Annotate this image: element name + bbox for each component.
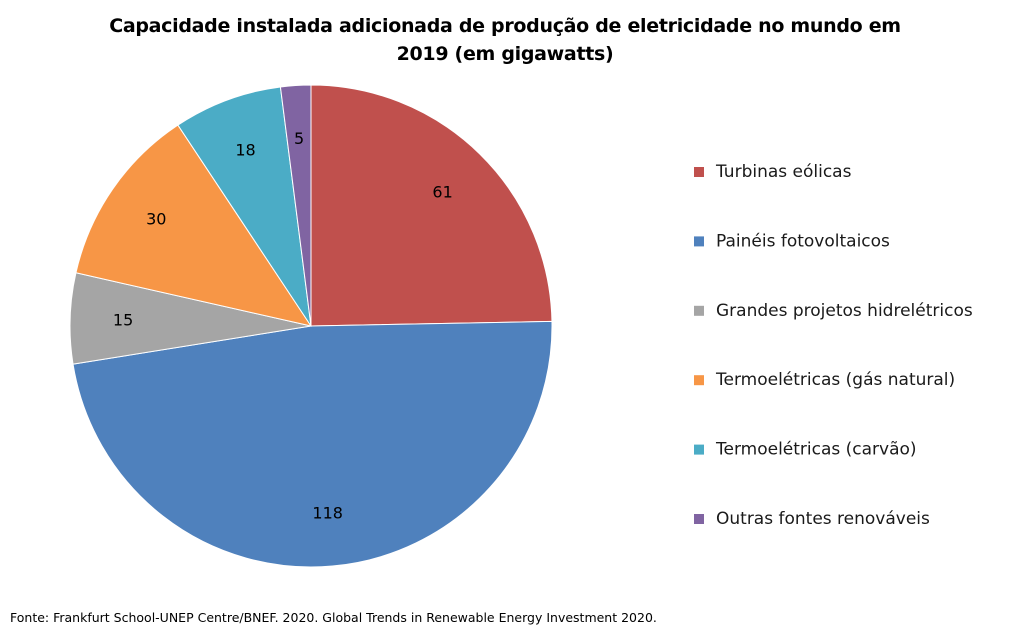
legend-label: Outras fontes renováveis [716,509,930,529]
legend-item-turbinas-eolicas: Turbinas eólicas [694,162,852,182]
slice-labels: 61 118 15 30 18 5 [113,129,453,523]
data-label-paineis-fotovoltaicos: 118 [312,504,343,523]
data-label-turbinas-eolicas: 61 [432,182,452,201]
legend-label: Turbinas eólicas [715,162,852,182]
pie-slice-outras-fontes-renovaveis [279,84,312,327]
legend: Turbinas eólicas Painéis fotovoltaicos Gra… [694,162,973,529]
pie-chart: 61 118 15 30 18 5 Turbinas eólicas Painéis fot… [69,84,973,568]
pie-slice-turbinas-eolicas [310,84,553,327]
legend-swatch [694,375,704,386]
legend-item-outras-fontes-renovaveis: Outras fontes renováveis [694,509,930,529]
legend-label: Painéis fotovoltaicos [716,231,890,251]
data-label-termoeletricas-gas-natural: 30 [146,210,166,229]
legend-label: Termoelétricas (carvão) [715,440,917,460]
legend-item-grandes-projetos-hidreletricos: Grandes projetos hidrelétricos [694,301,973,321]
pie-slice-termoeletricas-gas-natural [75,124,313,327]
pie-slice-termoeletricas-carvao [177,86,312,327]
legend-swatch [694,514,704,524]
chart-title: Capacidade instalada adicionada de produ… [109,15,901,65]
source-note: Fonte: Frankfurt School-UNEP Centre/BNEF… [10,610,657,625]
legend-label: Termoelétricas (gás natural) [715,370,955,390]
legend-item-termoeletricas-gas-natural: Termoelétricas (gás natural) [694,370,955,390]
legend-label: Grandes projetos hidrelétricos [716,301,973,321]
legend-item-paineis-fotovoltaicos: Painéis fotovoltaicos [694,231,890,251]
data-label-outras-fontes-renovaveis: 5 [294,129,304,148]
pie-slices [69,84,553,568]
data-label-termoeletricas-carvao: 18 [235,140,255,159]
legend-swatch [694,305,704,316]
legend-item-termoeletricas-carvao: Termoelétricas (carvão) [694,440,917,460]
legend-swatch [694,444,704,455]
pie-slice-paineis-fotovoltaicos [72,320,553,568]
legend-swatch [694,236,704,247]
data-label-grandes-projetos-hidreletricos: 15 [113,311,133,330]
legend-swatch [694,167,704,177]
